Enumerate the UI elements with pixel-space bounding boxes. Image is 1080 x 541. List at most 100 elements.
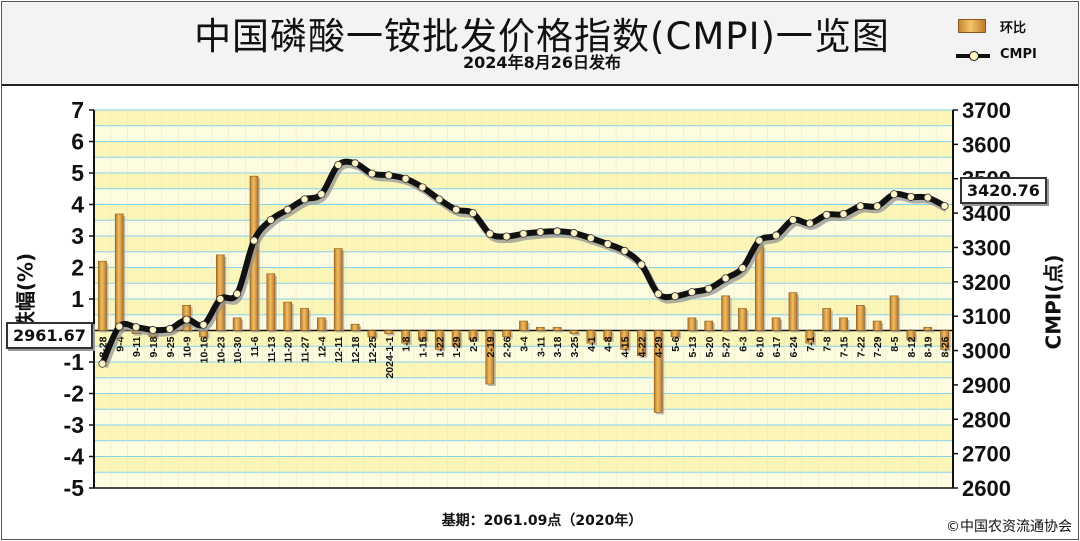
x-tick-label: 10-23 <box>215 336 227 363</box>
x-tick-label: 12-25 <box>367 336 379 363</box>
cmpi-point <box>233 289 242 298</box>
cmpi-point <box>266 215 275 224</box>
x-tick-label: 4-29 <box>653 336 665 357</box>
x-tick-label: 12-4 <box>316 336 328 357</box>
base-period-note: 基期：2061.09点（2020年） <box>441 513 643 529</box>
x-tick-label: 9-25 <box>165 336 177 357</box>
grid-band <box>94 157 953 173</box>
cmpi-point <box>250 236 259 245</box>
chart-subtitle: 2024年8月26日发布 <box>463 53 621 72</box>
x-tick-label: 6-17 <box>771 336 783 357</box>
cmpi-point <box>435 195 444 204</box>
bar <box>788 292 798 331</box>
grid-band <box>94 377 953 394</box>
grid-band <box>94 204 953 221</box>
cmpi-point <box>98 359 107 368</box>
cmpi-point <box>452 205 461 214</box>
cmpi-point <box>704 284 713 293</box>
legend-bar-label: 环比 <box>1000 21 1027 36</box>
bar-shadow <box>555 329 564 333</box>
x-tick-label: 10-16 <box>198 336 210 363</box>
bar-shadow <box>386 332 395 336</box>
cmpi-point <box>317 190 326 199</box>
x-tick-label: 10-9 <box>182 336 194 357</box>
bar <box>839 317 848 331</box>
bar <box>704 320 714 331</box>
x-tick-label: 11-6 <box>249 336 261 357</box>
bar <box>856 304 865 331</box>
right-tick-label: 2700 <box>962 442 1011 467</box>
cmpi-point <box>805 219 814 228</box>
cmpi-point <box>890 190 899 199</box>
cmpi-point <box>485 229 494 238</box>
cmpi-point <box>401 174 410 183</box>
left-tick-label: -4 <box>64 444 85 470</box>
cmpi-point <box>115 322 124 331</box>
cmpi-point <box>906 192 915 201</box>
right-tick-label: 3300 <box>962 235 1011 260</box>
left-tick-label: -5 <box>64 475 85 501</box>
bar <box>923 327 933 331</box>
x-tick-label: 2-5 <box>468 336 480 351</box>
cmpi-point <box>940 201 949 210</box>
grid-band <box>94 141 953 158</box>
bar <box>569 330 579 334</box>
left-tick-label: 1 <box>71 286 84 312</box>
grid-band <box>94 236 953 252</box>
grid-band <box>94 425 953 441</box>
x-tick-label: 6-10 <box>754 336 766 357</box>
cmpi-point <box>132 323 141 332</box>
x-tick-label: 5-27 <box>721 336 733 357</box>
x-tick-label: 7-1 <box>805 336 817 351</box>
bar <box>872 320 882 331</box>
cmpi-point <box>553 227 562 236</box>
cmpi-point <box>367 169 376 178</box>
grid-band <box>94 220 953 236</box>
x-tick-label: 5-6 <box>670 336 682 351</box>
x-tick-label: 7-22 <box>855 336 867 357</box>
x-tick-label: 2-26 <box>502 336 514 357</box>
left-tick-label: 5 <box>71 160 84 186</box>
x-tick-label: 4-22 <box>636 336 648 357</box>
bar <box>266 273 276 331</box>
bar <box>519 320 528 331</box>
x-tick-label: 2024-1-1 <box>384 336 396 378</box>
x-tick-label: 3-4 <box>519 336 531 351</box>
right-tick-label: 3000 <box>962 339 1011 364</box>
bar <box>401 330 410 344</box>
bar <box>822 308 832 331</box>
grid-band <box>94 330 953 347</box>
bar <box>771 317 781 331</box>
x-tick-label: 7-15 <box>839 336 851 357</box>
right-tick-label: 3700 <box>962 98 1011 123</box>
x-tick-label: 3-11 <box>535 336 547 357</box>
left-value-callout: 2961.67 <box>6 322 93 349</box>
bar <box>889 295 899 331</box>
x-tick-label: 1-22 <box>434 336 446 357</box>
copyright-note: ©中国农资流通协会 <box>946 519 1072 535</box>
x-tick-label: 1-29 <box>451 336 463 357</box>
cmpi-point <box>199 320 208 329</box>
cmpi-point <box>738 264 747 273</box>
right-value-callout: 3420.76 <box>960 177 1047 204</box>
x-tick-label: 9-18 <box>148 336 160 357</box>
cmpi-point <box>216 294 225 303</box>
x-tick-label: 11-27 <box>300 336 312 362</box>
right-tick-label: 3400 <box>962 201 1011 226</box>
bar <box>232 317 242 331</box>
bar <box>721 295 730 331</box>
cmpi-point <box>182 315 191 324</box>
right-tick-label: 2800 <box>962 407 1011 432</box>
cmpi-point <box>300 195 309 204</box>
x-tick-label: 1-15 <box>417 336 429 357</box>
cmpi-point <box>502 232 511 241</box>
x-tick-label: 10-30 <box>232 336 244 363</box>
left-tick-label: 6 <box>71 129 84 155</box>
chart-legend: 环比 CMPI <box>954 16 1074 76</box>
x-tick-label: 7-8 <box>822 336 834 351</box>
bar-shadow <box>925 329 934 333</box>
cmpi-point <box>822 210 831 219</box>
x-tick-label: 7-29 <box>872 336 884 357</box>
chart-title: 中国磷酸一铵批发价格指数(CMPI)一览图 <box>194 15 890 58</box>
